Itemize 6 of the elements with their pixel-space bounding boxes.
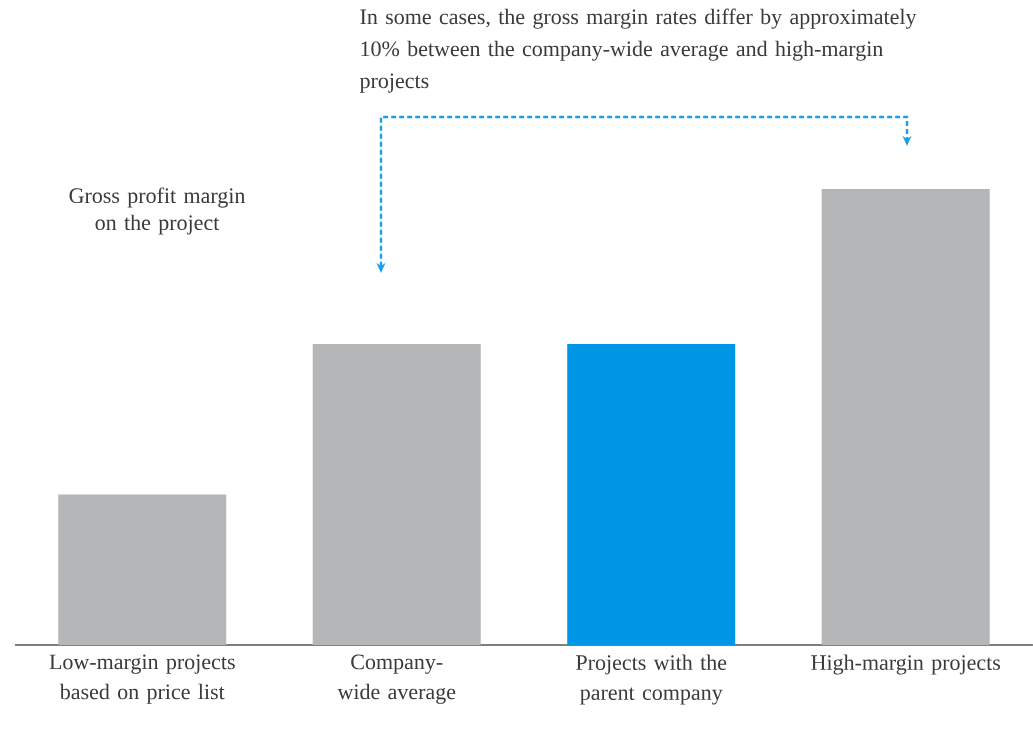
- y-axis-title: Gross profit margin on the project: [69, 187, 246, 235]
- x-tick-label: High-margin projects: [811, 654, 1001, 675]
- x-tick-label: Projects with the parent company: [576, 654, 727, 705]
- text: In some cases, the gross margin rates differ by approximately 10% between the company-wide average and high-margin projects: [359, 8, 917, 93]
- x-tick-label: Company-wide average: [337, 654, 456, 704]
- x-tick-label: Low-margin projects based on price list: [49, 654, 235, 704]
